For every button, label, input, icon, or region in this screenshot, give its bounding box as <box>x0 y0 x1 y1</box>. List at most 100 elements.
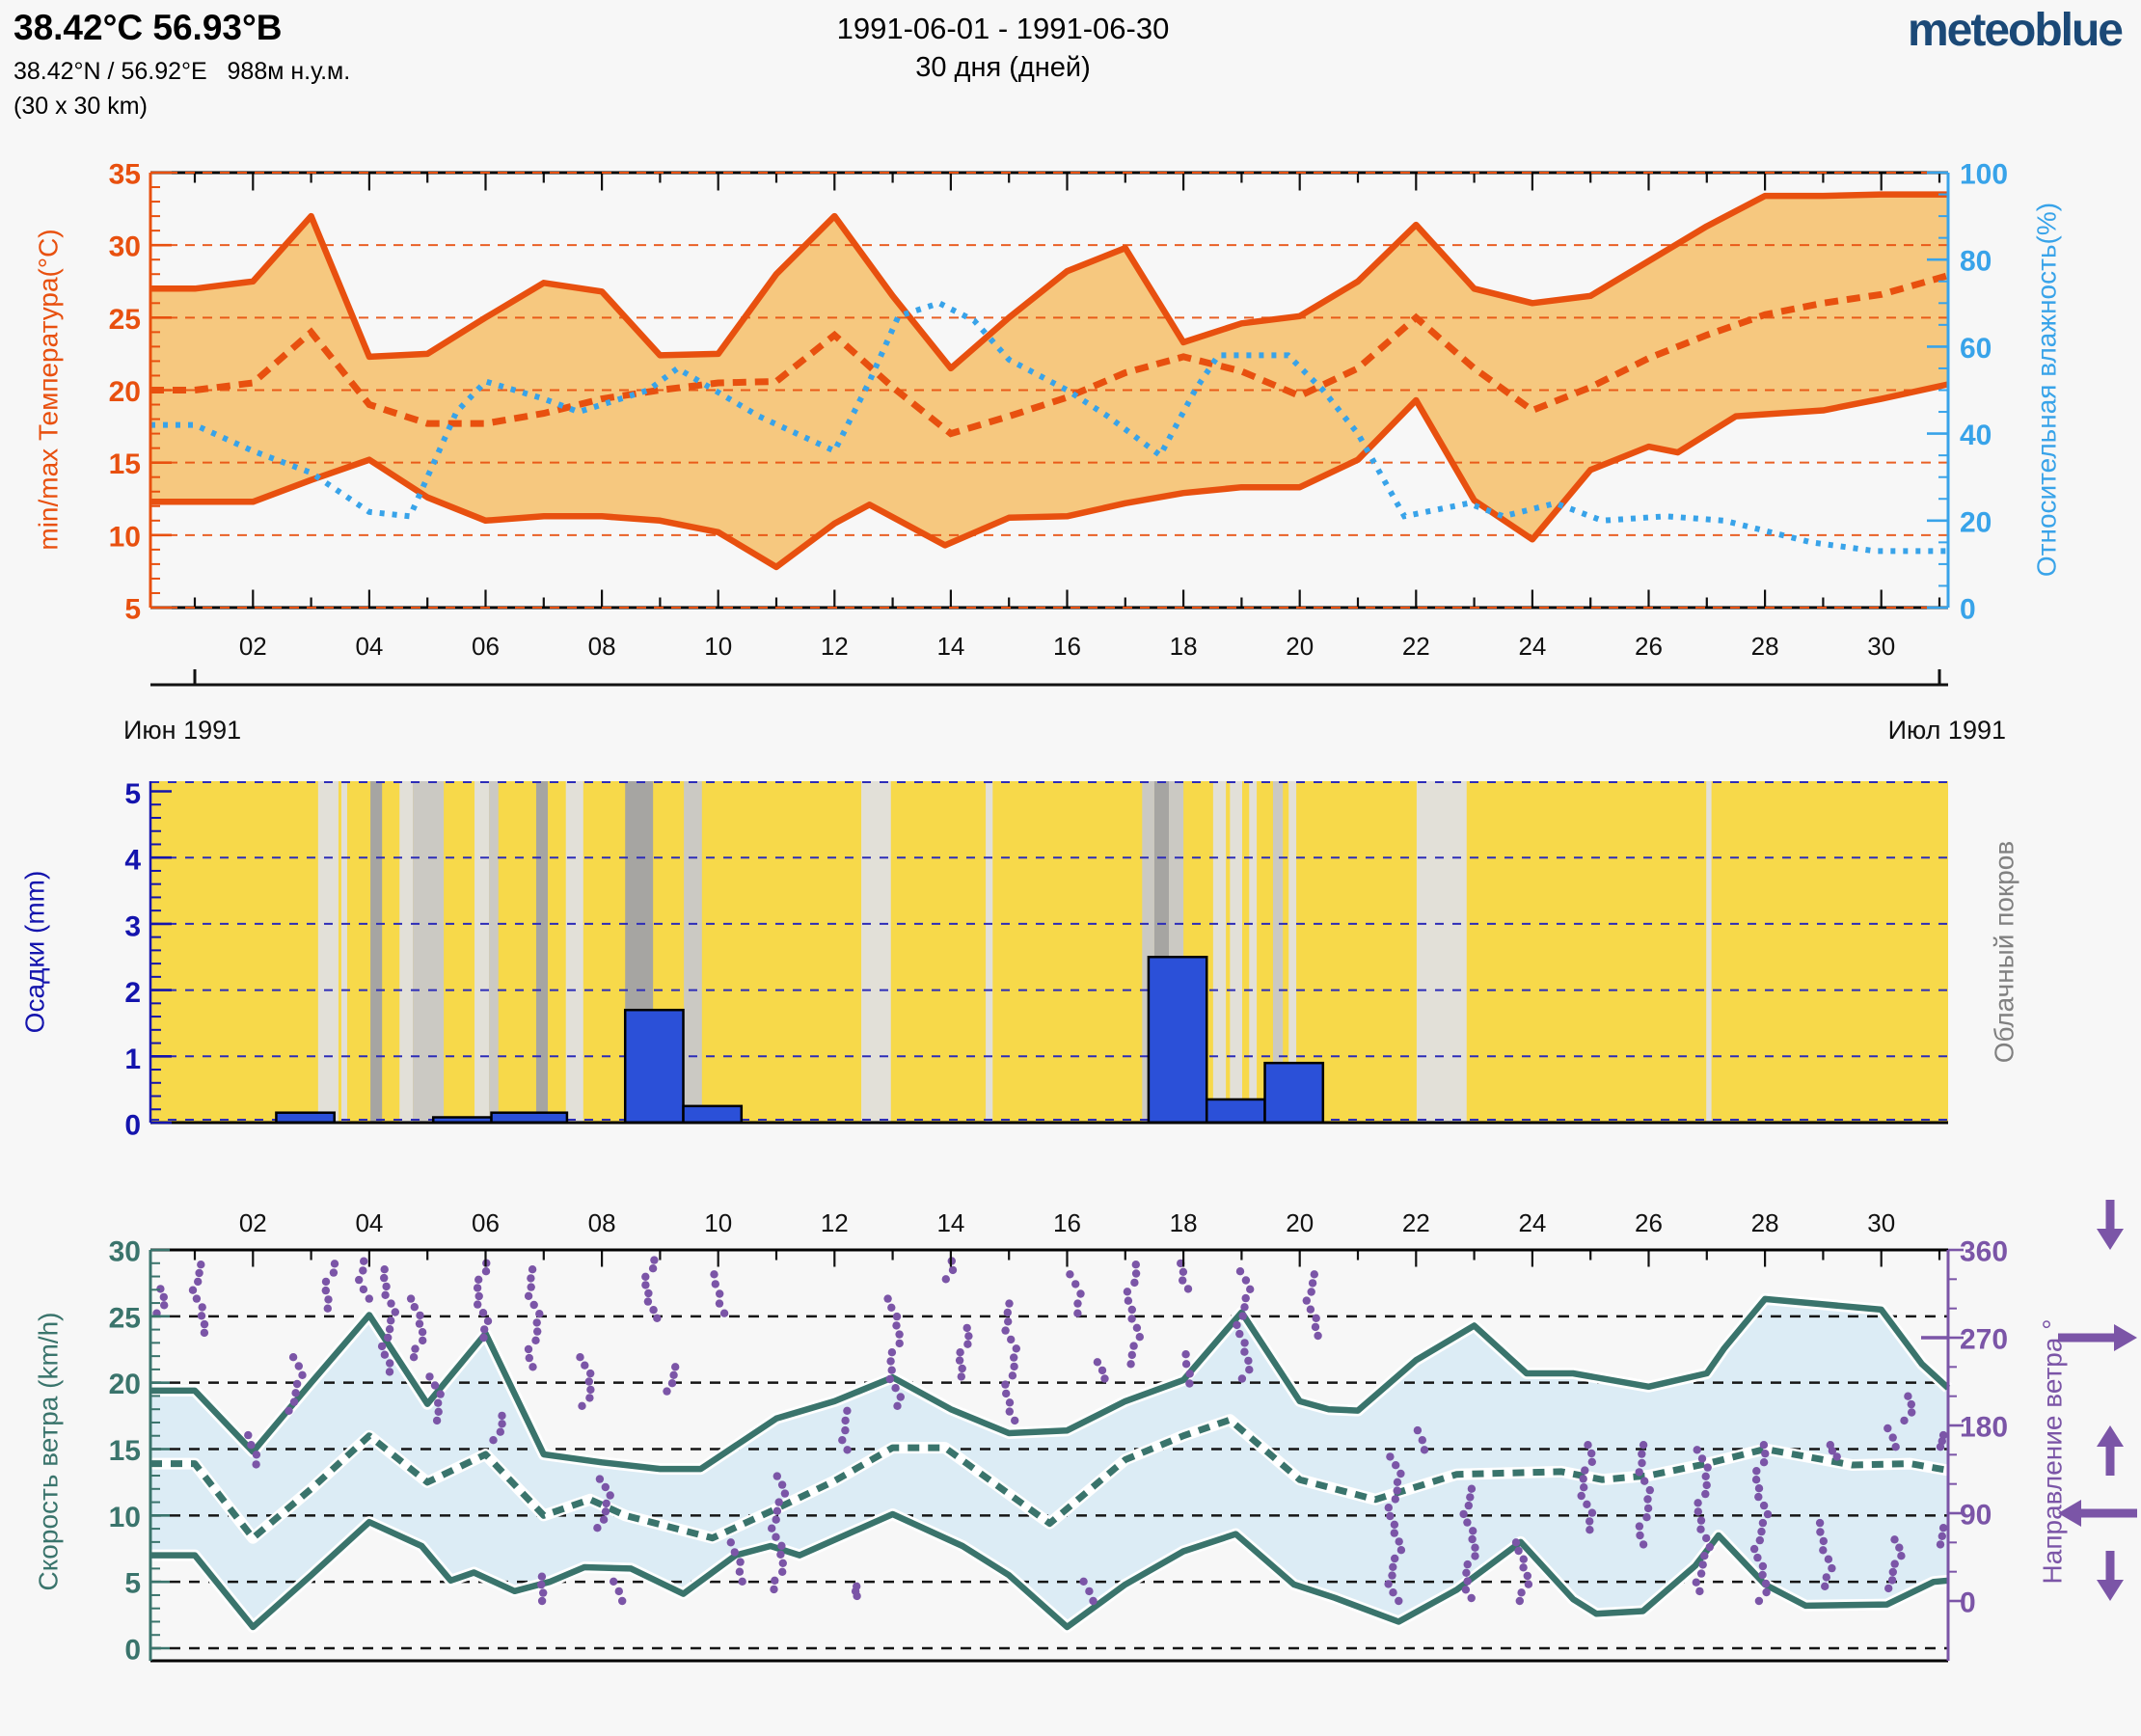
humidity-tick-label: 60 <box>1960 333 1992 365</box>
humidity-axis-title: Относительная влажность(%) <box>2032 203 2062 577</box>
wind-direction-arrow-down <box>2097 1551 2124 1601</box>
cloud-stripe <box>535 781 549 1123</box>
direction-tick-label: 270 <box>1960 1324 2008 1356</box>
wind-tick-label: 25 <box>109 1302 141 1334</box>
day-label: 30 <box>1867 1208 1895 1237</box>
precip-bar <box>1147 956 1208 1125</box>
humidity-tick-label: 80 <box>1960 246 1992 278</box>
wind-direction-arrow-up <box>2097 1425 2124 1477</box>
wind-direction-arrow-left <box>2058 1500 2137 1528</box>
cloud-stripe <box>565 781 583 1123</box>
cloud-stripe <box>489 781 499 1123</box>
cloud-stripe <box>340 781 347 1123</box>
day-label: 20 <box>1286 1208 1314 1237</box>
day-label: 02 <box>239 1208 267 1237</box>
direction-axis-title: Направление ветра ° <box>2038 1319 2068 1585</box>
wind-direction-dots <box>152 1256 1948 1606</box>
day-label: 28 <box>1751 632 1779 661</box>
day-label: 12 <box>821 1208 849 1237</box>
temp-tick-label: 5 <box>124 594 141 626</box>
tmean-dashed-line <box>150 272 1949 438</box>
day-label: 08 <box>588 1208 616 1237</box>
day-label: 04 <box>355 1208 383 1237</box>
day-label: 24 <box>1518 632 1546 661</box>
temp-tick-label: 15 <box>109 448 141 480</box>
day-label: 28 <box>1751 1208 1779 1237</box>
direction-tick-label: 90 <box>1960 1500 1992 1532</box>
cloud-stripe <box>370 781 383 1123</box>
precip-tick-label: 5 <box>124 778 141 810</box>
day-label: 10 <box>704 1208 732 1237</box>
day-label: 14 <box>936 1208 964 1237</box>
cloud-stripe <box>1272 781 1284 1123</box>
day-label: 26 <box>1635 632 1663 661</box>
day-label: 18 <box>1170 1208 1198 1237</box>
cloud-stripe <box>1249 781 1258 1123</box>
temp-axis-title: min/max Температура(°C) <box>34 229 64 550</box>
cloud-stripe <box>986 781 993 1123</box>
wind-direction-arrow-down <box>2097 1200 2124 1251</box>
humidity-tick-label: 100 <box>1960 159 2008 191</box>
humidity-tick-label: 20 <box>1960 506 1992 538</box>
temp-tick-label: 10 <box>109 521 141 553</box>
coordinates-subtitle: 38.42°N / 56.92°E 988м н.у.м. <box>14 58 351 85</box>
day-label: 08 <box>588 632 616 661</box>
date-range-label: 1991-06-01 - 1991-06-30 <box>836 12 1170 45</box>
day-label: 16 <box>1053 1208 1081 1237</box>
duration-label: 30 дня (дней) <box>915 52 1091 83</box>
precip-tick-label: 0 <box>124 1110 141 1142</box>
precip-bar <box>1205 1098 1266 1125</box>
wind-tick-label: 5 <box>124 1568 141 1600</box>
wind-panel: 02 04 06 08 10 12 14 16 18 20 22 24 26 28 30 30 25 20 15 10… <box>34 1200 2137 1667</box>
precip-tick-label: 4 <box>124 845 141 877</box>
day-label: 06 <box>472 632 500 661</box>
tmin-line <box>150 381 1949 571</box>
precip-bar <box>1263 1061 1325 1125</box>
cloud-stripe <box>1706 781 1712 1123</box>
day-label: 12 <box>821 632 849 661</box>
precip-axis-title: Осадки (mm) <box>20 871 50 1034</box>
day-label: 24 <box>1518 1208 1546 1237</box>
day-label: 04 <box>355 632 383 661</box>
day-label: 16 <box>1053 632 1081 661</box>
wind-tick-label: 20 <box>109 1369 141 1400</box>
day-label: 20 <box>1286 632 1314 661</box>
precip-tick-label: 2 <box>124 977 141 1009</box>
wind-axis-title: Скорость ветра (km/h) <box>34 1313 64 1591</box>
precipitation-panel: 5 4 3 2 1 0 Осадки (mm) Облачный покров <box>20 778 2019 1142</box>
wind-tick-label: 0 <box>124 1635 141 1667</box>
cloud-stripe <box>1230 781 1243 1123</box>
day-label: 14 <box>936 632 964 661</box>
temp-tick-label: 25 <box>109 304 141 336</box>
month-label-left: Июн 1991 <box>123 716 241 745</box>
precip-bar <box>490 1111 569 1125</box>
wind-mean-line <box>150 1416 1949 1542</box>
day-label: 10 <box>704 632 732 661</box>
day-label: 30 <box>1867 632 1895 661</box>
wind-tick-label: 10 <box>109 1502 141 1533</box>
temp-tick-label: 20 <box>109 376 141 408</box>
direction-tick-label: 360 <box>1960 1236 2008 1268</box>
humidity-tick-label: 0 <box>1960 594 1976 626</box>
cloud-stripe <box>413 781 445 1123</box>
meteoblue-logo: meteoblue <box>1907 5 2124 56</box>
wind-min-line <box>150 1510 1949 1631</box>
direction-tick-label: 180 <box>1960 1412 2008 1444</box>
wind-direction-arrow-right <box>2058 1324 2137 1352</box>
cloud-cover-axis-title: Облачный покров <box>1990 841 2019 1063</box>
temp-tick-label: 30 <box>109 231 141 263</box>
day-label: 22 <box>1402 1208 1430 1237</box>
precip-bar <box>623 1008 685 1125</box>
day-label: 22 <box>1402 632 1430 661</box>
cloud-stripe <box>684 781 702 1123</box>
temperature-band <box>150 194 1948 567</box>
cloud-stripe <box>1288 781 1297 1123</box>
day-label: 26 <box>1635 1208 1663 1237</box>
temperature-panel: 35 30 25 20 15 10 5 100 80 60 40 20 0 min/max Темпера… <box>34 159 2062 626</box>
area-resolution: (30 x 30 km) <box>14 93 148 120</box>
precip-tick-label: 3 <box>124 910 141 942</box>
wind-tick-label: 30 <box>109 1235 141 1267</box>
x-axis: 02 04 06 08 10 12 14 16 18 20 22 24 26 28 30 Июн 1991 Ию… <box>123 632 2006 745</box>
